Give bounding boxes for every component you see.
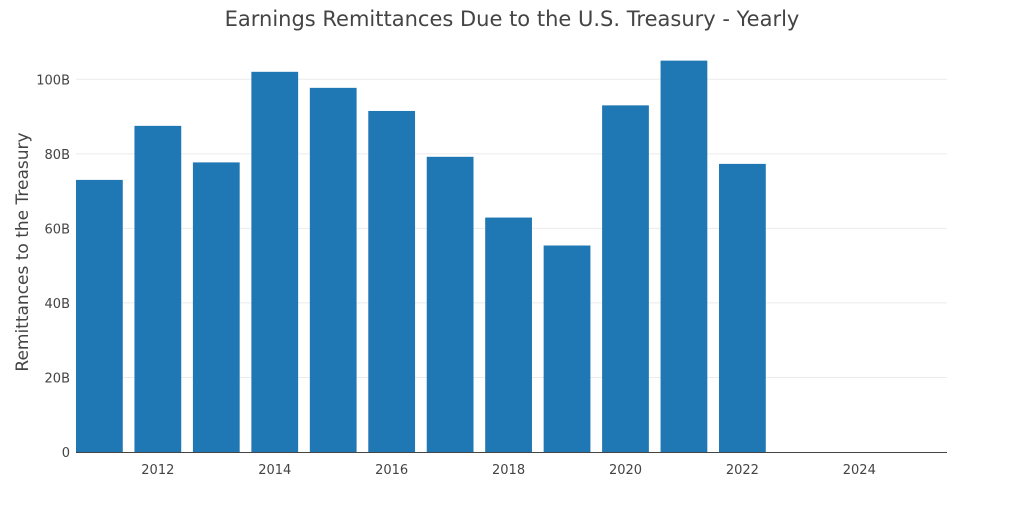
bar [602,105,649,452]
bar [368,110,416,453]
y-tick-label: 40B [45,297,70,312]
x-axis-ticks: 2012 2014 2016 2018 2020 2022 2024 [141,463,876,478]
x-tick-label: 2012 [141,463,174,478]
bar [134,125,182,452]
y-tick-label: 20B [45,371,70,386]
bar [543,245,591,452]
x-tick-label: 2024 [843,463,876,478]
bar [719,163,766,452]
bar [660,60,708,453]
bars [76,60,766,453]
y-tick-label: 0 [62,446,70,461]
x-tick-label: 2022 [726,463,759,478]
x-tick-label: 2018 [492,463,525,478]
bar [76,179,123,452]
y-tick-label: 100B [36,73,70,88]
bar [251,71,299,453]
bar [309,87,357,452]
bar [426,156,474,453]
y-tick-label: 60B [45,222,70,237]
y-axis-label: Remittances to the Treasury [13,132,33,371]
chart-title: Earnings Remittances Due to the U.S. Tre… [225,7,800,31]
x-tick-label: 2016 [375,463,408,478]
x-tick-label: 2020 [609,463,642,478]
bar [485,217,532,452]
y-axis-ticks: 0 20B 40B 60B 80B 100B [36,73,70,461]
y-tick-label: 80B [45,148,70,163]
bar [192,162,240,452]
x-tick-label: 2014 [258,463,291,478]
